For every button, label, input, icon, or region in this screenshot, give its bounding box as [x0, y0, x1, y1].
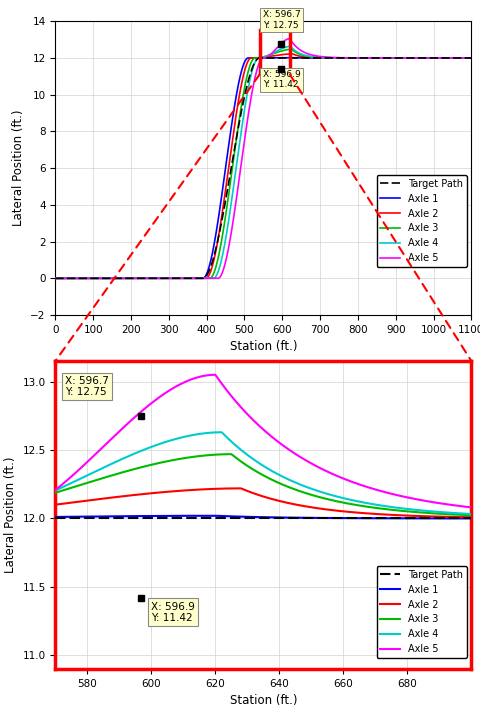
Text: X: 596.9
Y: 11.42: X: 596.9 Y: 11.42 [262, 70, 300, 89]
X-axis label: Station (ft.): Station (ft.) [229, 341, 297, 353]
Text: X: 596.7
Y: 12.75: X: 596.7 Y: 12.75 [262, 11, 300, 30]
Bar [259, 30, 289, 74]
Y-axis label: Lateral Position (ft.): Lateral Position (ft.) [12, 110, 24, 227]
Text: X: 596.9
Y: 11.42: X: 596.9 Y: 11.42 [151, 602, 195, 623]
Legend: Target Path, Axle 1, Axle 2, Axle 3, Axle 4, Axle 5: Target Path, Axle 1, Axle 2, Axle 3, Axl… [376, 566, 466, 658]
X-axis label: Station (ft.): Station (ft.) [229, 695, 297, 707]
Legend: Target Path, Axle 1, Axle 2, Axle 3, Axle 4, Axle 5: Target Path, Axle 1, Axle 2, Axle 3, Axl… [376, 175, 466, 267]
Y-axis label: Lateral Position (ft.): Lateral Position (ft.) [4, 457, 17, 573]
Text: X: 596.7
Y: 12.75: X: 596.7 Y: 12.75 [65, 376, 108, 397]
